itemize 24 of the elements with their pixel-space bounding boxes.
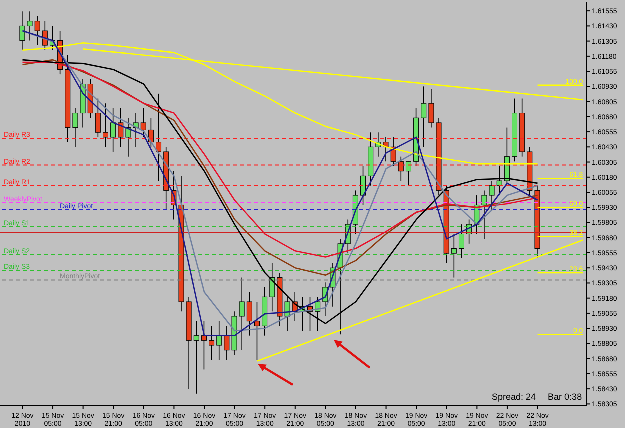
candlestick (209, 326, 215, 360)
candlestick (194, 320, 200, 394)
candlestick (140, 108, 146, 138)
annotation: Bar 0:38 (548, 392, 582, 402)
candlestick (103, 103, 108, 148)
candlestick (270, 262, 276, 312)
candlestick (421, 86, 427, 148)
annotation: Spread: 24 (492, 392, 536, 402)
candlestick (254, 302, 260, 360)
candlestick (156, 94, 162, 182)
candlestick (239, 277, 245, 351)
candlestick (118, 108, 124, 148)
candlestick (451, 234, 457, 278)
candlestick (95, 98, 101, 138)
candlestick (406, 161, 412, 186)
candlestick (246, 292, 252, 336)
candlestick (360, 166, 366, 206)
candlestick (34, 16, 40, 46)
candlestick (110, 108, 116, 152)
candlestick (216, 320, 222, 360)
candlestick (383, 137, 389, 162)
candlestick (496, 166, 502, 196)
candlestick (201, 320, 207, 370)
candlestick (458, 224, 464, 259)
